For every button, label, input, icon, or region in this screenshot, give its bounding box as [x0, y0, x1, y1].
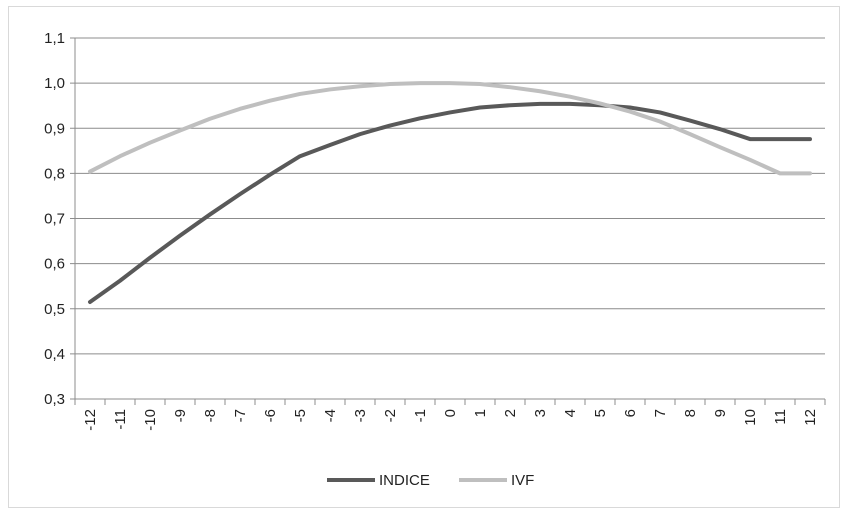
x-tick-label: 4 [562, 409, 579, 417]
series-line-ivf [88, 81, 812, 176]
x-tick-label: 9 [712, 409, 729, 417]
y-axis-ticks: 0,3 0,4 0,5 0,6 0,7 0,8 0,9 1,0 1,1 [44, 30, 65, 408]
x-axis-ticks: -12 -11 -10 -9 -8 -7 -6 -5 -4 -3 -2 -1 0 1 2 3 4 5 6 7 8 9 10 1… [82, 409, 819, 431]
x-tick-label: -4 [322, 409, 339, 422]
x-tick-label: 5 [592, 409, 609, 417]
series-line-indice [88, 101, 812, 304]
x-tick-label: 2 [502, 409, 519, 417]
y-tick-label: 0,5 [44, 301, 65, 318]
x-tick-label: -11 [112, 409, 129, 430]
y-tick-label: 0,3 [44, 391, 65, 408]
legend-label-indice: INDICE [379, 472, 430, 489]
legend: INDICE IVF [327, 472, 534, 489]
x-tick-label: -9 [172, 409, 189, 422]
x-tick-label: -3 [352, 409, 369, 422]
x-tick-label: -8 [202, 409, 219, 422]
x-tick-label: -12 [82, 409, 99, 431]
x-tick-label: 6 [622, 409, 639, 417]
x-tick-label: 8 [682, 409, 699, 417]
x-tick-label: 12 [802, 409, 819, 426]
x-tick-label: -10 [142, 409, 159, 431]
y-tick-label: 1,1 [44, 30, 65, 47]
x-tick-label: 7 [652, 409, 669, 417]
axes [70, 37, 826, 405]
y-tick-label: 0,9 [44, 120, 65, 137]
y-tick-label: 0,7 [44, 211, 65, 228]
line-chart: 0,30,40,50,60,70,80,91,01,1 -12 -11 -10 -9-… [44, 30, 826, 489]
gridlines [75, 37, 825, 355]
x-tick-label: 10 [742, 409, 759, 426]
x-tick-label: 3 [532, 409, 549, 417]
y-tick-label: 0,4 [44, 346, 65, 363]
x-tick-label: 11 [772, 409, 789, 425]
y-tick-label: 0,8 [44, 165, 65, 182]
x-tick-label: -7 [232, 409, 249, 422]
x-tick-label: 1 [472, 409, 489, 417]
chart-area: 0,3 0,4 0,5 0,6 0,7 0,8 0,9 1,0 1,1 -12 -11 -10 -9-… [8, 6, 840, 508]
x-tick-label: -6 [262, 409, 279, 422]
y-tick-label: 0,6 [44, 256, 65, 273]
legend-label-ivf: IVF [511, 472, 534, 489]
y-tick-label: 1,0 [44, 75, 65, 92]
x-tick-label: -1 [412, 409, 429, 422]
x-tick-label: 0 [442, 409, 459, 417]
series-lines [88, 81, 812, 304]
x-tick-label: -2 [382, 409, 399, 422]
x-tick-label: -5 [292, 409, 309, 422]
